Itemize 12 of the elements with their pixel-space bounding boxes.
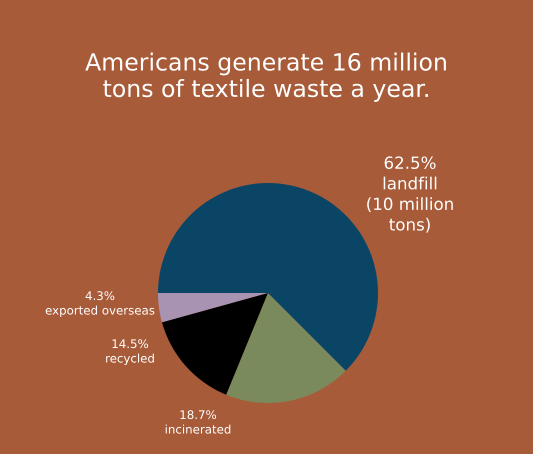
data-label: 14.5%: [112, 339, 148, 348]
data-label: 62.5%: [384, 156, 436, 169]
slice-label: incinerated: [166, 424, 230, 434]
pie-slice: [158, 293, 268, 322]
chart-title: Americans generate 16 million tons of textile waste a year.: [85, 52, 446, 102]
data-label: 4.3%: [86, 291, 114, 300]
slice-label: recycled: [106, 354, 154, 365]
pie-slice: [226, 293, 346, 403]
data-label: 18.7%: [180, 410, 216, 420]
slice-label: exported overseas: [46, 306, 154, 317]
pie-slice: [162, 293, 268, 395]
slice-label: landfill (10 million tons): [367, 176, 453, 233]
